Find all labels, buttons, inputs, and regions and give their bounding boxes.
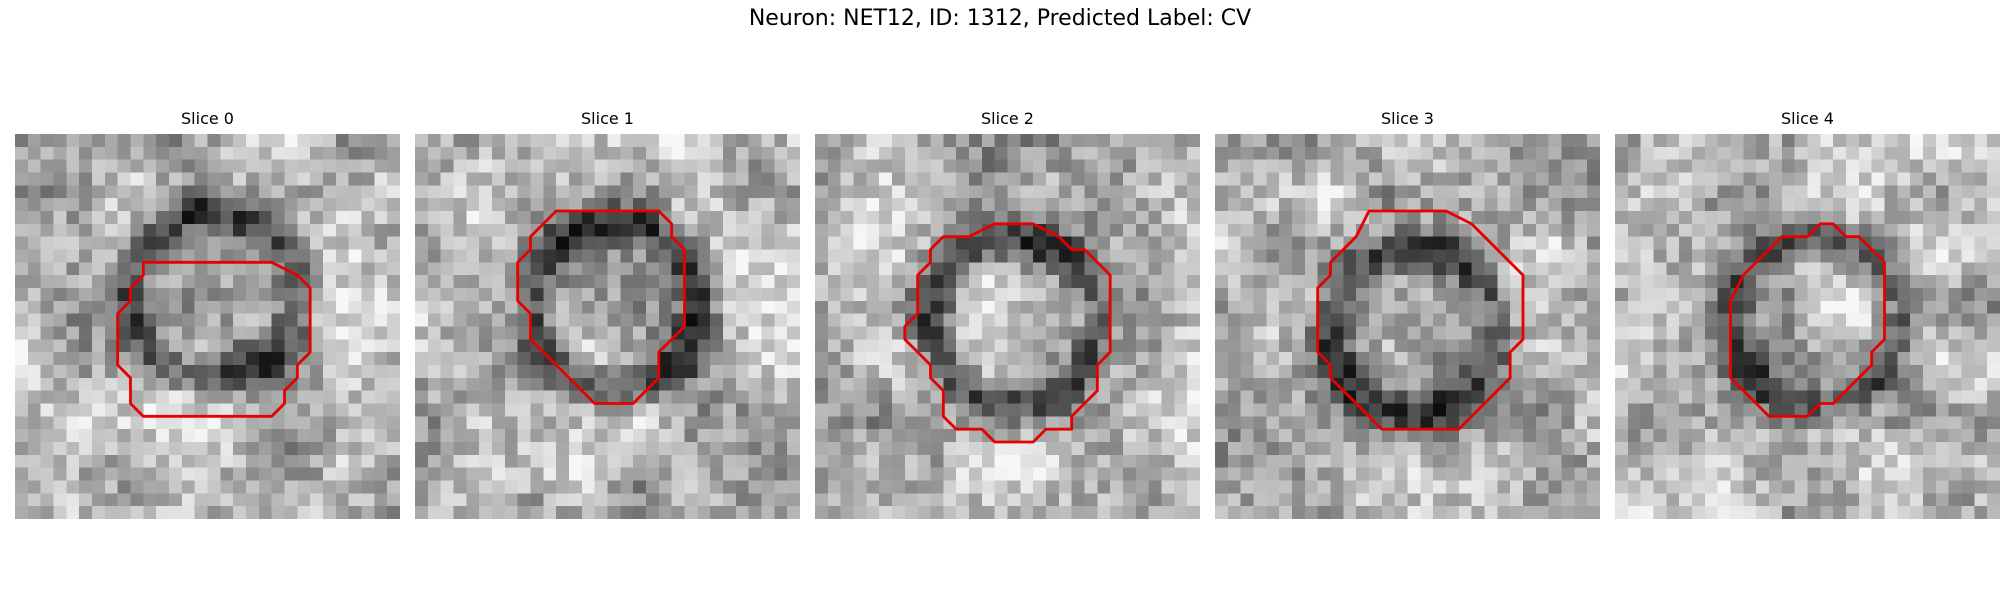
slice-panel-3: Slice 3 [1215, 108, 1600, 519]
slice-panel-4: Slice 4 [1615, 108, 2000, 519]
slice-title: Slice 0 [181, 109, 234, 128]
grayscale-image [815, 134, 1200, 519]
slice-image [1615, 134, 2000, 519]
grayscale-image [1215, 134, 1600, 519]
slice-title: Slice 3 [1381, 109, 1434, 128]
segmentation-contour [1729, 222, 1886, 418]
grayscale-image [15, 134, 400, 519]
slice-panel-1: Slice 1 [415, 108, 800, 519]
slice-image [415, 134, 800, 519]
slice-image [815, 134, 1200, 519]
segmentation-contour [1316, 209, 1525, 431]
segmentation-contour [116, 260, 312, 418]
slice-image [15, 134, 400, 519]
segmentation-contour [516, 209, 686, 405]
segmentation-contour [903, 222, 1112, 444]
slice-title: Slice 2 [981, 109, 1034, 128]
slice-panel-2: Slice 2 [815, 108, 1200, 519]
slice-panel-0: Slice 0 [15, 108, 400, 519]
grayscale-image [415, 134, 800, 519]
slice-image [1215, 134, 1600, 519]
slice-title: Slice 4 [1781, 109, 1834, 128]
slice-title: Slice 1 [581, 109, 634, 128]
grayscale-image [1615, 134, 2000, 519]
figure-title: Neuron: NET12, ID: 1312, Predicted Label… [748, 6, 1252, 31]
